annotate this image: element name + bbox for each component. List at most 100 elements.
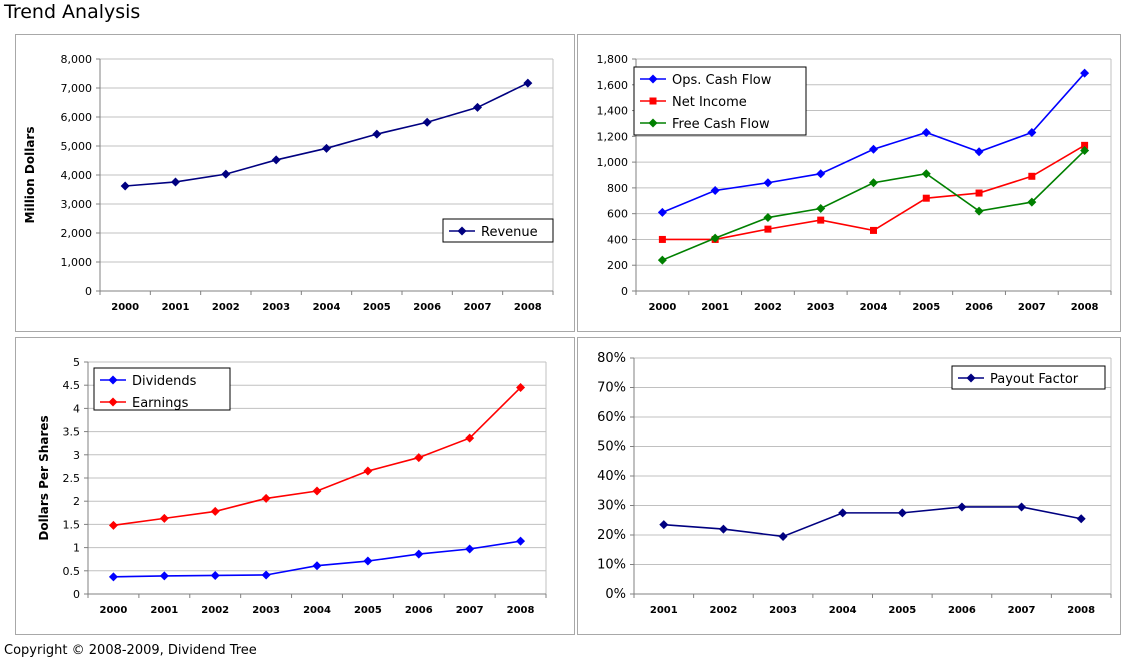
legend-swatch-marker	[649, 97, 657, 105]
y-tick-label: 800	[607, 182, 628, 195]
data-point	[974, 147, 984, 157]
x-tick-label: 2002	[212, 302, 240, 313]
data-point	[718, 524, 728, 534]
data-point	[897, 508, 907, 518]
x-tick-label: 2005	[363, 302, 391, 313]
data-point	[261, 570, 271, 580]
y-tick-label: 30%	[597, 499, 626, 514]
data-point	[869, 144, 878, 154]
data-point	[710, 185, 720, 195]
legend-swatch-marker	[648, 118, 658, 128]
y-tick-label: 2	[73, 495, 80, 508]
y-tick-label: 1,400	[597, 105, 629, 118]
y-tick-label: 70%	[597, 381, 626, 396]
x-tick-label: 2002	[754, 302, 782, 313]
data-point	[1028, 172, 1036, 180]
y-tick-label: 4	[73, 402, 80, 415]
y-tick-label: 3.5	[63, 426, 81, 439]
legend-swatch-marker	[966, 373, 976, 383]
data-point	[816, 169, 826, 179]
y-tick-label: 6,000	[61, 111, 93, 124]
pershare-chart-panel: 0 0.5 1 1.5 2 2.5 3 3.5 4 4.5 5 2000 2001 2002 2003 200…	[15, 337, 575, 635]
x-tick-label: 2008	[514, 302, 542, 313]
x-tick-label: 2005	[912, 302, 940, 313]
data-point	[1080, 68, 1090, 78]
y-tick-label: 2.5	[63, 472, 81, 485]
data-point	[764, 225, 772, 233]
legend-box	[951, 365, 1106, 390]
series-line	[663, 506, 1082, 538]
data-point	[1027, 197, 1037, 207]
x-tick-label: 2004	[313, 302, 341, 313]
x-tick-label: 2001	[650, 605, 678, 616]
legend-label: Revenue	[481, 225, 538, 240]
series-ops-cash-flow	[657, 68, 1090, 217]
data-point	[465, 433, 475, 443]
x-tick-label: 2006	[948, 605, 976, 616]
y-tick-label: 0	[621, 285, 628, 298]
gridlines	[88, 361, 547, 594]
data-point	[473, 102, 482, 112]
data-point	[658, 235, 666, 243]
data-point	[659, 520, 669, 530]
data-point	[1027, 127, 1037, 137]
data-point	[657, 255, 667, 265]
x-tick-label: 2002	[710, 605, 738, 616]
data-point	[108, 520, 118, 530]
data-point	[221, 169, 231, 179]
y-tick-label: 20%	[597, 528, 626, 543]
y-tick-label: 10%	[597, 558, 626, 573]
data-point	[414, 453, 424, 463]
series-earnings	[108, 383, 526, 530]
x-tick-label: 2000	[100, 605, 128, 616]
x-tick-label: 2006	[965, 302, 993, 313]
x-axis-ticks: 2001 2002 2003 2004 2005 2006 2007 2008	[633, 594, 1112, 616]
y-axis-ticks: 0 0.5 1 1.5 2 2.5 3 3.5 4 4.5 5	[63, 356, 88, 601]
payout-chart-panel: 0% 10% 20% 30% 40% 50% 60% 70% 80% 2001 2002 2003 20…	[577, 337, 1121, 635]
y-tick-label: 3	[73, 449, 80, 462]
x-tick-label: 2005	[888, 605, 916, 616]
x-tick-label: 2008	[1071, 302, 1099, 313]
data-point	[957, 502, 967, 512]
data-point	[372, 129, 382, 139]
data-point	[516, 383, 526, 393]
y-axis-title: Million Dollars	[23, 127, 37, 224]
x-tick-label: 2004	[860, 302, 888, 313]
data-point	[763, 213, 773, 223]
data-point	[1017, 502, 1027, 512]
data-point	[171, 177, 180, 187]
legend-label: Ops. Cash Flow	[672, 73, 772, 88]
x-tick-label: 2003	[252, 605, 280, 616]
payout-chart: 0%10%20%30%40%50%60%70%80%2001 2002 2003 20…	[597, 351, 1112, 616]
legend-entry: Payout Factor	[958, 372, 1079, 387]
legend: Payout Factor	[951, 365, 1106, 390]
series-dividends	[108, 536, 526, 582]
legend-label: Dividends	[132, 374, 197, 389]
y-tick-label: 4.5	[63, 379, 81, 392]
data-point	[523, 78, 533, 88]
y-axis-ticks: 0% 10% 20% 30% 40% 50% 60% 70% 80%	[597, 351, 634, 602]
data-point	[1081, 141, 1089, 149]
y-tick-label: 80%	[597, 351, 626, 366]
data-point	[1080, 146, 1090, 156]
legend-box	[442, 218, 554, 243]
x-tick-label: 2004	[303, 605, 331, 616]
y-tick-label: 50%	[597, 440, 626, 455]
data-point	[838, 508, 848, 518]
data-point	[322, 143, 331, 153]
y-tick-label: 1.5	[63, 518, 81, 531]
x-tick-label: 2006	[405, 605, 433, 616]
x-tick-label: 2007	[464, 302, 492, 313]
data-point	[465, 544, 475, 554]
y-tick-label: 1,800	[597, 53, 629, 66]
data-point	[414, 549, 424, 559]
data-point	[921, 127, 931, 137]
data-point	[312, 486, 322, 496]
legend-label: Net Income	[672, 95, 747, 110]
x-tick-label: 2000	[648, 302, 676, 313]
data-point	[159, 513, 169, 523]
data-point	[108, 572, 118, 582]
y-tick-label: 7,000	[61, 82, 93, 95]
x-tick-label: 2002	[201, 605, 229, 616]
legend-label: Free Cash Flow	[672, 117, 770, 132]
